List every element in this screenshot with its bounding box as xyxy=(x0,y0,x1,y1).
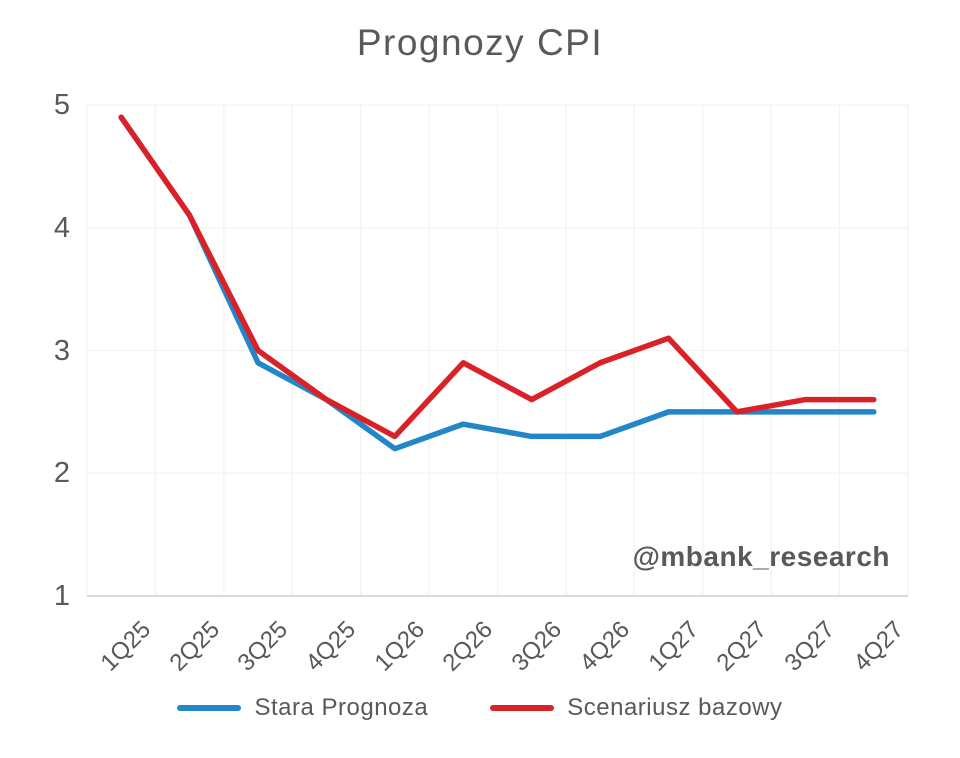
y-tick-label: 5 xyxy=(53,89,70,121)
horizontal-gridlines xyxy=(87,104,908,597)
legend-label: Stara Prognoza xyxy=(254,694,429,721)
legend-line-swatch-red xyxy=(490,705,555,711)
chart-title: Prognozy CPI xyxy=(356,22,604,63)
watermark-text: @mbank_research xyxy=(632,541,890,572)
y-tick-label: 2 xyxy=(53,457,70,490)
y-tick-label: 3 xyxy=(53,334,70,367)
legend-label: Scenariusz bazowy xyxy=(567,694,783,721)
legend-item-scenariusz-bazowy: Scenariusz bazowy xyxy=(490,694,782,722)
chart-legend: Stara Prognoza Scenariusz bazowy xyxy=(0,694,960,722)
y-tick-label: 1 xyxy=(53,580,70,612)
y-tick-label: 4 xyxy=(53,211,70,244)
series-line-scenariusz-bazowy xyxy=(118,114,877,440)
legend-line-swatch-blue xyxy=(177,705,242,711)
legend-item-stara-prognoza: Stara Prognoza xyxy=(177,694,428,722)
